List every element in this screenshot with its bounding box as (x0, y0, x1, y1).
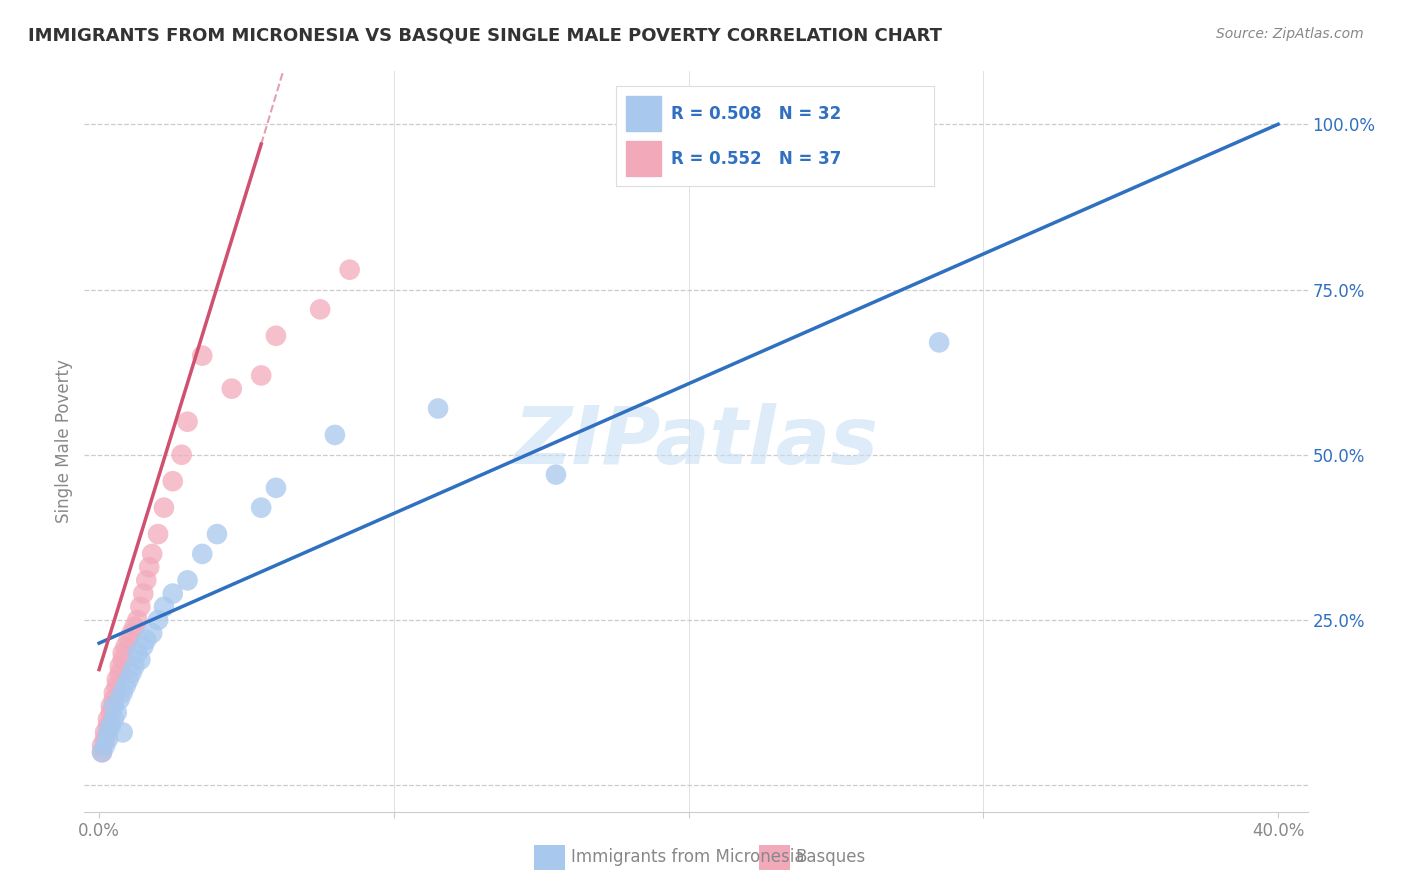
Point (108, 692, 131, 706)
Point (108, 659, 131, 673)
Point (114, 640, 136, 654)
Point (117, 632, 139, 647)
Point (111, 725, 134, 739)
Point (124, 620, 146, 634)
Point (105, 679, 128, 693)
Point (250, 368, 273, 383)
Point (221, 382, 243, 396)
Point (100, 719, 122, 733)
Point (153, 599, 176, 614)
Point (127, 613, 149, 627)
Point (103, 686, 125, 700)
Point (91, 745, 114, 759)
Point (129, 653, 152, 667)
Point (124, 659, 146, 673)
Point (91, 739, 114, 753)
Point (162, 474, 184, 488)
Point (108, 665, 131, 680)
Point (121, 626, 143, 640)
Point (97, 725, 120, 739)
Point (176, 574, 198, 588)
Point (103, 712, 125, 726)
Point (205, 527, 228, 541)
Point (146, 613, 169, 627)
Point (250, 500, 273, 515)
Point (153, 500, 176, 515)
Point (135, 574, 157, 588)
Text: IMMIGRANTS FROM MICRONESIA VS BASQUE SINGLE MALE POVERTY CORRELATION CHART: IMMIGRANTS FROM MICRONESIA VS BASQUE SIN… (28, 27, 942, 45)
Point (323, 428, 346, 442)
Point (91, 745, 114, 759)
Point (339, 262, 361, 277)
Point (111, 686, 134, 700)
Text: Basques: Basques (796, 848, 866, 866)
Point (94, 739, 117, 753)
Point (129, 599, 152, 614)
Point (264, 328, 287, 343)
Point (97, 712, 120, 726)
Point (105, 706, 128, 720)
Point (309, 302, 332, 317)
Point (264, 481, 287, 495)
Point (191, 547, 214, 561)
Point (97, 719, 120, 733)
Point (127, 646, 149, 660)
Text: Source: ZipAtlas.com: Source: ZipAtlas.com (1216, 27, 1364, 41)
Point (103, 692, 125, 706)
Point (138, 560, 160, 574)
Point (191, 349, 214, 363)
Point (135, 632, 157, 647)
Point (544, 467, 567, 482)
Y-axis label: Single Male Poverty: Single Male Poverty (55, 359, 73, 524)
Point (141, 626, 163, 640)
Point (146, 527, 169, 541)
Point (100, 698, 122, 713)
Point (928, 335, 950, 350)
Point (111, 646, 134, 660)
Point (170, 448, 193, 462)
Point (94, 725, 117, 739)
Point (94, 731, 117, 746)
Point (176, 415, 198, 429)
Point (97, 731, 120, 746)
Point (105, 673, 128, 687)
Text: ZIPatlas: ZIPatlas (513, 402, 879, 481)
Point (111, 653, 134, 667)
Point (114, 679, 136, 693)
Point (132, 640, 155, 654)
Point (141, 547, 163, 561)
Point (121, 665, 143, 680)
Point (132, 586, 155, 600)
Point (103, 698, 125, 713)
Point (100, 706, 122, 720)
Point (117, 673, 139, 687)
Text: Immigrants from Micronesia: Immigrants from Micronesia (571, 848, 804, 866)
Point (162, 586, 184, 600)
Point (427, 401, 450, 416)
